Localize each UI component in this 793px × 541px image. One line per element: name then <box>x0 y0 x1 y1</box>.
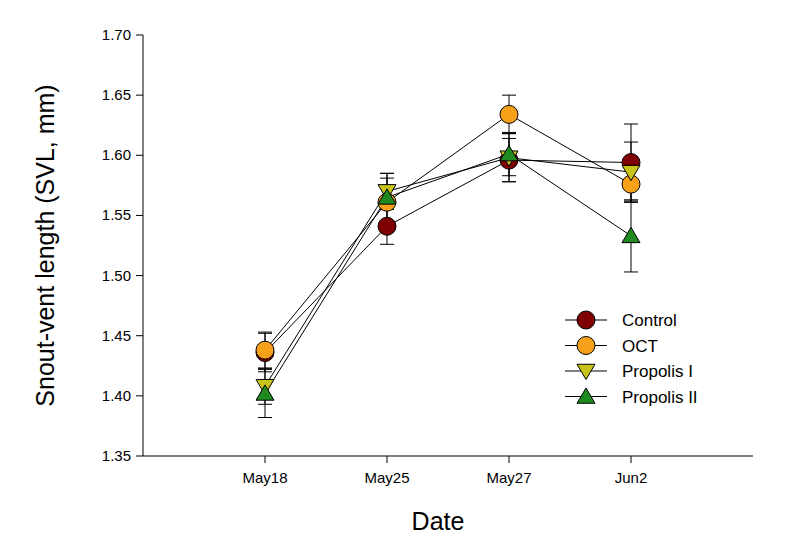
x-tick <box>387 456 388 463</box>
x-axis-label: Date <box>412 507 465 535</box>
legend-marker <box>577 311 595 329</box>
data-point <box>378 217 396 235</box>
x-tick-label: May18 <box>242 469 287 486</box>
chart: 1.35 1.40 1.45 1.50 1.55 1.60 1.65 1.70 May18 May… <box>0 0 793 541</box>
data-point <box>378 189 396 204</box>
y-tick-label: 1.35 <box>102 447 131 464</box>
x-tick <box>265 456 266 463</box>
y-tick <box>136 35 143 36</box>
series-line <box>265 114 631 350</box>
y-tick <box>136 456 143 457</box>
x-tick <box>631 456 632 463</box>
y-tick-label: 1.60 <box>102 146 131 163</box>
series-line <box>265 160 631 352</box>
x-tick-label: May25 <box>364 469 409 486</box>
legend-marker <box>577 337 595 355</box>
series-line <box>265 154 631 393</box>
legend-label: OCT <box>622 337 658 356</box>
legend: Control OCT Propolis I Propolis II <box>565 311 698 407</box>
x-tick <box>509 456 510 463</box>
y-tick <box>136 155 143 156</box>
y-tick <box>136 275 143 276</box>
data-point <box>500 105 518 123</box>
legend-label: Control <box>622 311 677 330</box>
legend-marker <box>577 388 595 403</box>
legend-marker <box>577 364 595 379</box>
y-tick-label: 1.45 <box>102 327 131 344</box>
data-point <box>256 341 274 359</box>
y-tick <box>136 395 143 396</box>
x-tick-label: Jun2 <box>615 469 648 486</box>
series-line <box>265 158 631 387</box>
legend-label: Propolis II <box>622 388 698 407</box>
data-point <box>622 165 640 180</box>
y-axis <box>143 35 144 456</box>
data-point <box>500 146 518 161</box>
x-tick-label: May27 <box>486 469 531 486</box>
y-tick-label: 1.65 <box>102 86 131 103</box>
y-tick <box>136 335 143 336</box>
y-tick <box>136 95 143 96</box>
y-axis-label: Snout-vent length (SVL, mm) <box>31 84 59 406</box>
y-tick-label: 1.55 <box>102 206 131 223</box>
legend-label: Propolis I <box>622 362 693 381</box>
y-tick <box>136 215 143 216</box>
y-tick-label: 1.40 <box>102 387 131 404</box>
y-tick-label: 1.50 <box>102 267 131 284</box>
y-tick-label: 1.70 <box>102 26 131 43</box>
x-axis <box>143 456 753 457</box>
data-point <box>256 385 274 400</box>
plot-data <box>256 95 640 417</box>
data-point <box>622 227 640 242</box>
